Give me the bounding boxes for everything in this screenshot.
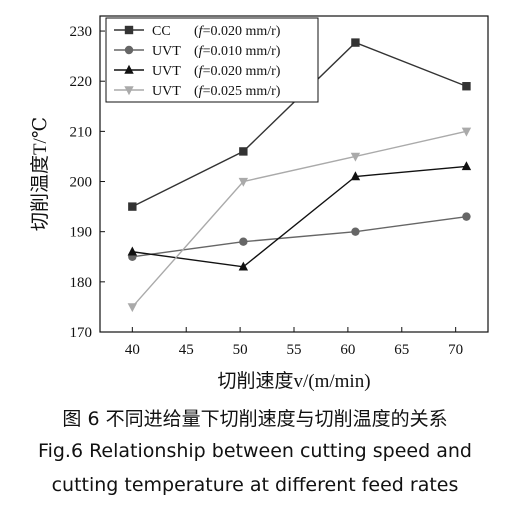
legend: CC (f=0.020 mm/r) UVT (f=0.010 mm/r) UVT (f=0… [105, 17, 319, 103]
x-tick-label: 45 [179, 342, 194, 358]
data-point [127, 246, 138, 256]
legend-box [105, 17, 319, 103]
y-tick-label: 230 [70, 24, 93, 40]
data-point [350, 171, 361, 181]
data-point [462, 82, 471, 91]
data-point [127, 303, 138, 313]
y-axis-label: 切削温度T/℃ [29, 117, 51, 231]
legend-marker [124, 86, 134, 96]
series-3 [127, 161, 472, 271]
legend-entry: UVT (f=0.010 mm/r) [114, 44, 281, 59]
x-axis-label: 切削速度v/(m/min) [217, 370, 370, 392]
y-tick-label: 170 [70, 325, 93, 341]
legend-label: UVT (f=0.010 mm/r) [152, 44, 281, 59]
data-point [128, 202, 137, 211]
series-2 [128, 212, 471, 261]
x-tick-label: 40 [125, 342, 140, 358]
figure-caption-english-line1: Fig.6 Relationship between cutting speed… [38, 440, 472, 462]
data-point [239, 237, 248, 246]
legend-entry: UVT (f=0.020 mm/r) [114, 64, 281, 79]
series-4 [127, 127, 472, 313]
data-point [462, 212, 471, 221]
y-tick-label: 200 [70, 175, 93, 191]
data-point [351, 227, 360, 236]
legend-label: UVT (f=0.025 mm/r) [152, 84, 281, 99]
x-tick-label: 65 [394, 342, 409, 358]
x-tick-label: 70 [448, 342, 463, 358]
plot-area: 40 45 50 55 60 65 70 170 180 190 200 210 220 230 切削速度v… [29, 15, 489, 392]
legend-entry: CC (f=0.020 mm/r) [114, 24, 281, 39]
y-tick-label: 220 [70, 74, 93, 90]
data-point [461, 161, 472, 171]
data-point [238, 177, 249, 187]
figure-caption-english-line2: cutting temperature at different feed ra… [51, 474, 459, 496]
data-point [239, 147, 248, 156]
legend-label: CC (f=0.020 mm/r) [152, 24, 281, 39]
legend-marker [124, 45, 134, 55]
series-line [132, 215, 467, 258]
data-point [238, 261, 249, 271]
series-line [132, 165, 467, 268]
legend-marker [124, 64, 134, 74]
figure-caption-chinese: 图 6 不同进给量下切削速度与切削温度的关系 [62, 408, 448, 430]
y-tick-label: 190 [70, 225, 93, 241]
data-point [461, 127, 472, 137]
legend-label: UVT (f=0.020 mm/r) [152, 64, 281, 79]
data-point [350, 152, 361, 162]
legend-marker [124, 25, 134, 35]
data-point [351, 38, 360, 47]
legend-entry: UVT (f=0.025 mm/r) [114, 84, 281, 99]
line-chart: 40 45 50 55 60 65 70 170 180 190 200 210 220 230 切削速度v… [29, 15, 489, 392]
x-tick-label: 60 [340, 342, 355, 358]
x-tick-label: 55 [287, 342, 302, 358]
y-tick-label: 180 [70, 275, 93, 291]
x-tick-label: 50 [233, 342, 248, 358]
y-tick-label: 210 [70, 124, 93, 140]
series-line [131, 130, 467, 308]
